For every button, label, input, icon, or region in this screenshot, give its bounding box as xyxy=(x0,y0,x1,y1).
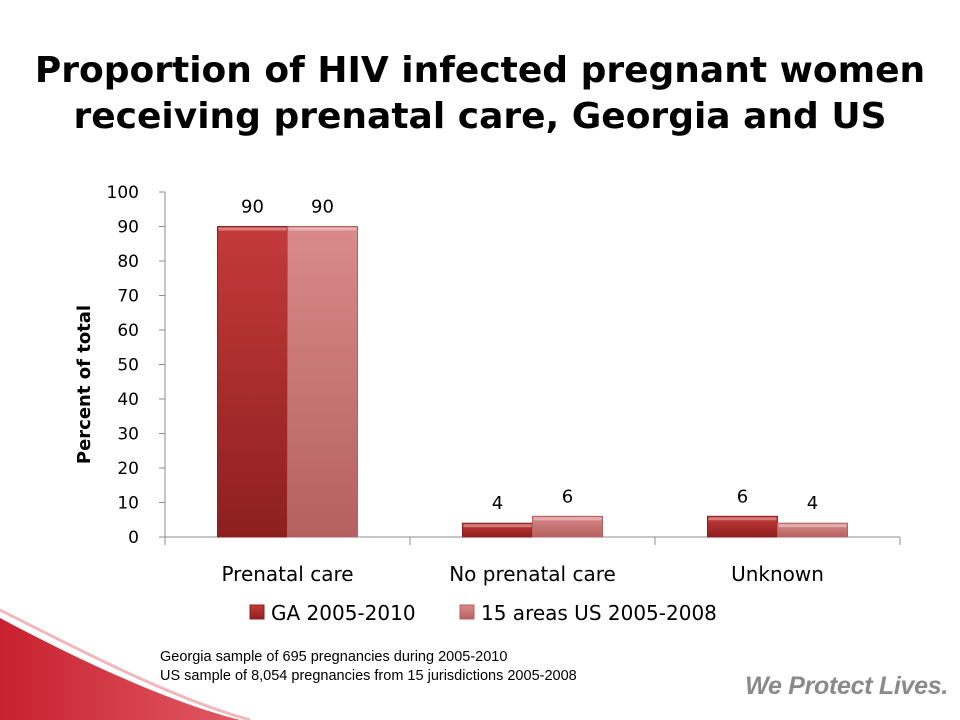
y-tick-label: 90 xyxy=(117,218,139,238)
y-tick-label: 30 xyxy=(117,425,139,445)
chart-axes: 0 10 20 30 40 50 60 70 80 90 100 Percent of total xyxy=(74,183,901,548)
y-tick-label: 10 xyxy=(117,494,139,514)
x-category-label: No prenatal care xyxy=(449,562,616,586)
y-tick-label: 20 xyxy=(117,459,139,479)
y-tick-label: 60 xyxy=(117,321,139,341)
bar-highlight xyxy=(778,524,847,528)
bar-ga-0 xyxy=(217,226,288,538)
chart-bars xyxy=(217,226,848,538)
bar-us-0 xyxy=(287,226,358,538)
footnote: Georgia sample of 695 pregnancies during… xyxy=(160,648,577,686)
tagline: We Protect Lives. xyxy=(745,672,948,700)
bar-highlight xyxy=(288,227,357,231)
data-label: 4 xyxy=(492,493,503,514)
title-line-2: receiving prenatal care, Georgia and US xyxy=(73,96,887,137)
y-tick-label: 50 xyxy=(117,356,139,376)
legend-label: GA 2005-2010 xyxy=(271,601,416,625)
y-tick-label: 40 xyxy=(117,390,139,410)
y-axis-title: Percent of total xyxy=(74,305,95,464)
x-category-label: Unknown xyxy=(731,562,824,586)
bar-highlight xyxy=(218,227,287,231)
legend-swatch xyxy=(249,604,265,620)
data-label: 6 xyxy=(737,486,748,507)
y-tick-label: 0 xyxy=(128,528,139,548)
bar-us-2 xyxy=(777,522,848,538)
data-label: 4 xyxy=(807,493,818,514)
y-tick-label: 70 xyxy=(117,287,139,307)
chart-legend: GA 2005-2010 15 areas US 2005-2008 xyxy=(249,601,717,625)
legend-label: 15 areas US 2005-2008 xyxy=(481,601,717,625)
data-label: 90 xyxy=(311,197,334,218)
slide-title: Proportion of HIV infected pregnant wome… xyxy=(0,48,960,140)
chart-labels: 90 90 Prenatal care 4 6 No prenatal care 6 4 Unk… xyxy=(221,197,823,587)
decorative-swoosh-line xyxy=(0,608,251,720)
legend-swatch xyxy=(459,604,475,620)
title-line-1: Proportion of HIV infected pregnant wome… xyxy=(34,50,926,91)
bar-highlight xyxy=(708,517,777,521)
footnote-line-1: Georgia sample of 695 pregnancies during… xyxy=(160,649,508,665)
bar-highlight xyxy=(463,524,532,528)
bar-highlight xyxy=(533,517,602,521)
footnote-line-2: US sample of 8,054 pregnancies from 15 j… xyxy=(160,668,577,684)
decorative-swoosh xyxy=(0,618,240,720)
bar-us-1 xyxy=(532,515,603,538)
data-label: 6 xyxy=(562,486,573,507)
y-tick-label: 100 xyxy=(107,183,139,203)
data-label: 90 xyxy=(241,197,264,218)
y-tick-label: 80 xyxy=(117,252,139,272)
x-category-label: Prenatal care xyxy=(221,562,353,586)
decor-layer xyxy=(0,608,251,720)
